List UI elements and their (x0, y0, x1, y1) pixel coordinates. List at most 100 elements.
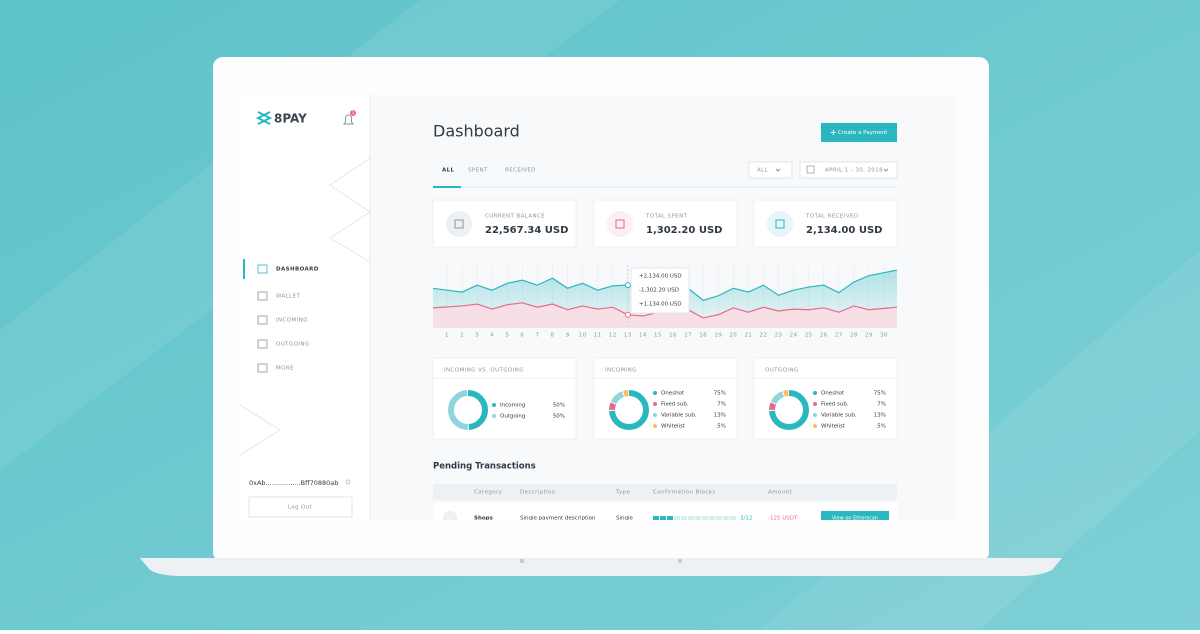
x-tick-label: 2 (460, 333, 464, 339)
bell-icon[interactable] (343, 114, 354, 125)
legend-value: 50% (553, 403, 565, 409)
table-row (433, 503, 897, 520)
x-tick-label: 20 (729, 333, 737, 339)
nav-item[interactable]: DASHBOARD (276, 267, 319, 273)
nav-icon (257, 339, 268, 349)
stat-icon-glyph (615, 219, 625, 229)
calendar-icon (806, 165, 815, 174)
x-tick-label: 7 (535, 333, 539, 339)
block-segment (716, 516, 722, 520)
legend-dot (813, 413, 817, 417)
stat-value: 2,134.00 USD (806, 225, 882, 236)
block-segment (730, 516, 736, 520)
block-segment (653, 516, 659, 520)
table-header (433, 484, 897, 500)
type-filter-label: ALL (757, 168, 769, 174)
donut-segment (448, 390, 488, 430)
tab[interactable]: ALL (442, 168, 455, 174)
stat-icon (446, 211, 472, 237)
plus-icon: + (830, 128, 837, 137)
active-indicator (243, 259, 245, 279)
category-icon (443, 511, 457, 520)
block-segment (674, 516, 680, 520)
x-tick-label: 6 (520, 333, 524, 339)
stat-label: TOTAL RECEIVED (805, 214, 859, 220)
legend-dot (492, 414, 496, 418)
legend-dot (653, 402, 657, 406)
stat-value: 22,567.34 USD (485, 225, 568, 236)
x-tick-label: 18 (699, 333, 707, 339)
logout-button[interactable] (248, 496, 353, 518)
legend-name: Fixed sub. (661, 402, 689, 408)
legend-value: 75% (714, 391, 726, 397)
chevron (883, 168, 889, 172)
x-tick-label: 1 (445, 333, 449, 339)
chevron (775, 168, 781, 172)
hinge (678, 559, 682, 563)
stat-icon-glyph (454, 219, 464, 229)
legend-name: Variable sub. (821, 413, 857, 419)
nav-item[interactable]: WALLET (276, 294, 301, 300)
donut-title: OUTGOING (765, 368, 799, 374)
block-segment (667, 516, 673, 520)
stat-icon (767, 211, 793, 237)
cell: Single payment description (520, 516, 596, 522)
type-filter[interactable] (748, 161, 793, 179)
block-segment (681, 516, 687, 520)
etherscan-button[interactable] (821, 511, 889, 525)
donut-segment (609, 390, 649, 430)
legend-name: Fixed sub. (821, 402, 849, 408)
x-tick-label: 9 (566, 333, 570, 339)
date-filter[interactable] (799, 161, 898, 179)
legend-value: 75% (874, 391, 886, 397)
legend-name: Whitelist (661, 424, 686, 430)
tooltip-line: +1,134.00 USD (639, 302, 682, 308)
nav-item[interactable]: OUTGOING (276, 342, 310, 348)
create-payment-button[interactable] (821, 123, 897, 142)
legend-dot (653, 424, 657, 428)
column-header: Type (615, 490, 630, 496)
stat-icon (607, 211, 633, 237)
block-segment (688, 516, 694, 520)
wallet-address: 0xAb.................Bff70880ab (249, 479, 338, 487)
nav-item[interactable]: MORE (276, 366, 294, 372)
column-header: Confirmation Blocks (653, 490, 716, 496)
legend-name: Oneshot (661, 391, 685, 397)
legend-dot (492, 403, 496, 407)
etherscan-label: View on Etherscan (832, 516, 878, 522)
donut-title: INCOMING VS. OUTGOING (444, 368, 524, 374)
x-tick-label: 30 (880, 333, 888, 339)
notification-count: 1 (352, 110, 355, 115)
tab[interactable]: RECEIVED (505, 168, 536, 174)
x-tick-label: 16 (669, 333, 677, 339)
nav-item[interactable]: INCOMING (276, 318, 308, 324)
x-tick-label: 22 (760, 333, 768, 339)
x-tick-label: 21 (744, 333, 752, 339)
legend-dot (813, 424, 817, 428)
stat-icon-glyph (775, 219, 785, 229)
x-tick-label: 4 (490, 333, 494, 339)
stat-label: CURRENT BALANCE (485, 214, 545, 220)
page-title: Dashboard (433, 122, 520, 141)
x-tick-label: 12 (609, 333, 617, 339)
logout-label: Log Out (288, 505, 313, 511)
legend-name: Incoming (500, 403, 525, 409)
tooltip (630, 267, 690, 314)
legend-dot (653, 391, 657, 395)
x-tick-label: 25 (805, 333, 813, 339)
block-segment (695, 516, 701, 520)
x-tick-label: 14 (639, 333, 647, 339)
nav-icon (257, 264, 268, 274)
stat-value: 1,302.20 USD (646, 225, 722, 236)
legend-dot (813, 391, 817, 395)
notification-badge (350, 110, 356, 116)
area-fill (433, 302, 897, 328)
tab[interactable]: SPENT (468, 168, 488, 174)
x-tick-label: 27 (835, 333, 843, 339)
laptop-base (140, 558, 1062, 576)
tooltip-line: +2,134.00 USD (639, 274, 682, 280)
x-tick-label: 29 (865, 333, 873, 339)
legend-value: 5% (717, 424, 726, 430)
nav-icon (257, 315, 268, 325)
